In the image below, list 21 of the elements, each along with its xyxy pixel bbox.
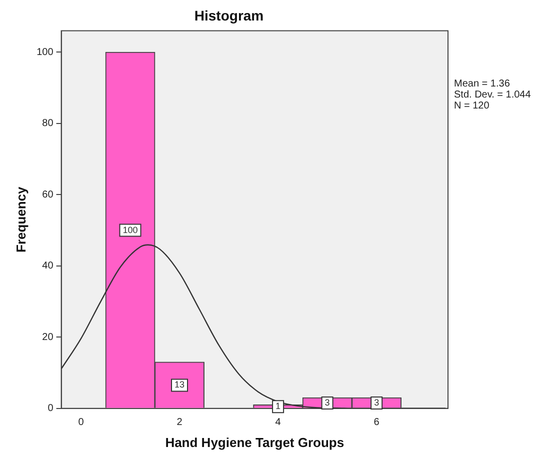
y-tick-label: 100: [36, 46, 54, 58]
y-tick-label: 60: [42, 189, 54, 200]
x-axis-title: Hand Hygiene Target Groups: [165, 434, 344, 450]
x-tick-label: 4: [275, 417, 282, 428]
x-tick-label: 6: [374, 417, 380, 428]
data-label: 13: [174, 380, 185, 390]
y-axis-title: Frequency: [13, 186, 28, 252]
data-label: 1: [276, 401, 281, 412]
data-label: 3: [374, 398, 380, 408]
data-label: 3: [324, 398, 330, 408]
y-tick-label: 20: [42, 332, 54, 343]
x-tick-label: 0: [78, 417, 84, 428]
text: Std. Dev. = 1.044: [454, 90, 532, 101]
chart-title: Histogram: [194, 7, 264, 24]
y-tick-label: 0: [48, 403, 54, 414]
x-tick-label: 2: [176, 417, 183, 428]
text: N = 120: [454, 100, 490, 112]
y-tick-label: 80: [42, 118, 54, 130]
y-tick-label: 40: [42, 260, 54, 272]
text: Mean = 1.36: [454, 78, 510, 90]
data-label: 100: [122, 224, 138, 235]
